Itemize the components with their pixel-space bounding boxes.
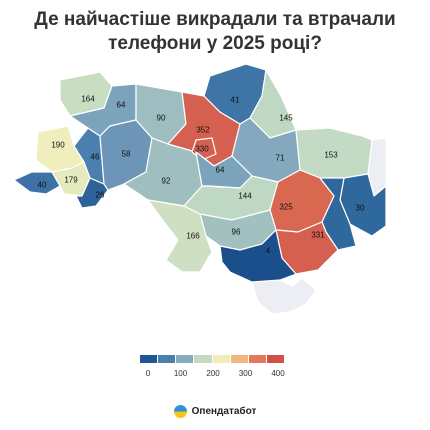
region-value-ternopil: 46 [91,153,100,162]
opendatabot-logo-icon [173,405,187,418]
region-value-kirovohrad: 144 [238,192,252,201]
region-value-luhansk: 30 [356,204,365,213]
region-value-odesa: 166 [186,232,200,241]
legend-tick-label: 200 [206,369,220,378]
legend-segment [194,355,212,363]
legend-tick-label: 300 [238,369,253,378]
legend-segment [158,355,176,363]
region-donetsk[interactable] [319,177,357,251]
legend-segment [230,355,248,363]
region-value-dnipropetrovsk: 325 [279,203,293,212]
region-value-poltava: 71 [276,154,285,163]
brand-footer: Опендатабот [0,405,430,418]
legend-segment [212,355,230,363]
legend-segment [176,355,194,363]
legend-segment [248,355,266,363]
title-line-2: телефони у 2025 році? [108,33,322,54]
region-value-vinnytsia: 92 [162,177,171,186]
region-odesa[interactable] [147,199,213,273]
region-value-chernivtsi: 26 [96,191,105,200]
region-value-sumy: 145 [279,114,293,123]
region-value-khmelnytskyi: 58 [122,150,131,159]
region-value-rivne: 64 [117,101,126,110]
region-value-cherkasy: 64 [216,166,225,175]
legend-tick-label: 0 [145,369,151,378]
region-value-kyiv-city: 330 [195,145,209,154]
region-value-zaporizhzhia: 331 [311,231,325,240]
region-value-kyiv-oblast: 352 [196,126,210,135]
region-value-kherson: 4 [266,247,271,256]
legend-color-bar [140,355,285,363]
legend-tick-label: 100 [173,369,188,378]
region-value-chernihiv: 41 [231,96,240,105]
region-crimea [251,275,317,315]
title-line-1: Де найчастіше викрадали та втрачали [34,9,396,30]
brand-name: Опендатабот [191,406,257,417]
color-legend: 0 100 200 300 400 [140,355,290,385]
region-kherson[interactable] [219,229,297,283]
region-value-lviv: 190 [51,141,65,150]
region-value-ivano-frankivsk: 179 [64,176,78,185]
region-value-kharkiv: 153 [324,151,338,160]
region-value-zakarpattia: 40 [38,181,47,190]
region-value-volyn: 164 [81,95,95,104]
region-value-zhytomyr: 90 [157,114,166,123]
legend-tick-label: 400 [271,369,285,378]
legend-segment [140,355,158,363]
region-value-mykolaiv: 96 [232,228,241,237]
page-title: Де найчастіше викрадали та втрачали теле… [0,8,430,56]
legend-segment [266,355,284,363]
